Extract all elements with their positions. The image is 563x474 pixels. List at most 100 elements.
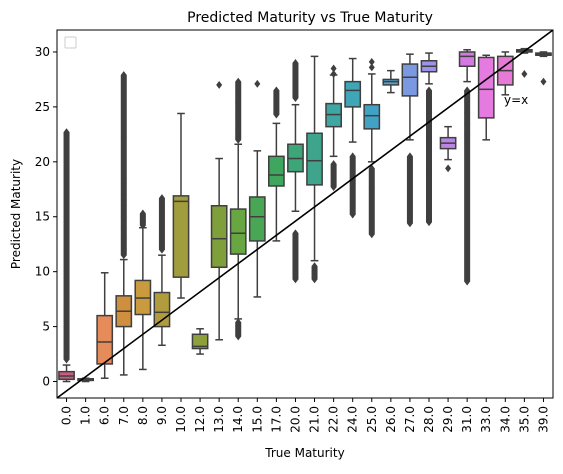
outlier-lo-28.0-1: [426, 212, 432, 221]
box-15.0: [248, 196, 266, 242]
outlier-lo-28.0-11: [426, 102, 432, 111]
outlier-hi-0.0-5: [63, 300, 70, 309]
reference-line-label: y=x: [504, 93, 528, 107]
outlier-hi-20.0-4: [292, 59, 299, 67]
outlier-lo-20.0-3: [292, 245, 299, 254]
outlier-hi-7.0-8: [120, 133, 127, 142]
outlier-lo-25.0-1: [368, 184, 375, 193]
legend-box: [64, 36, 77, 49]
outlier-hi-9.0-0: [158, 245, 165, 254]
outlier-hi-0.0-13: [63, 212, 70, 221]
x-tick-label-8.0: 8.0: [136, 406, 150, 425]
outlier-band-lo-28.0: [426, 90, 432, 223]
outlier-hi-8.0-3: [139, 209, 146, 218]
outlier-lo-21.0-2: [311, 262, 318, 271]
outlier-hi-0.0-11: [63, 234, 70, 243]
outlier-hi-14.0-4: [235, 77, 242, 86]
outlier-lo-14.0-3: [235, 318, 242, 327]
outlier-hi-25.0-0: [368, 63, 375, 72]
outlier-lo-31.0-3: [464, 108, 471, 117]
outlier-hi-17.0-2: [273, 94, 280, 103]
x-tick-label-20.0: 20.0: [288, 406, 302, 433]
x-tick-label-31.0: 31.0: [460, 406, 474, 433]
y-axis-label: Predicted Maturity: [9, 159, 23, 269]
box-25.0: [363, 103, 381, 130]
x-tick-label-10.0: 10.0: [174, 406, 188, 433]
outlier-lo-28.0-0: [426, 218, 432, 227]
outlier-lo-20.0-0: [292, 275, 299, 284]
outlier-lo-21.0-1: [311, 267, 318, 276]
box-27.0: [401, 63, 419, 97]
outlier-hi-7.0-9: [120, 71, 127, 79]
outlier-lo-21.0-0: [311, 275, 318, 284]
outlier-hi-20.0-0: [292, 94, 299, 103]
outlier-hi-8.0-0: [139, 221, 146, 230]
outlier-lo-22.0-2: [330, 166, 337, 175]
box-24.0: [344, 80, 362, 108]
x-tick-label-27.0: 27.0: [403, 406, 417, 433]
x-tick-label-15.0: 15.0: [250, 406, 264, 433]
outlier-hi-20.0-3: [292, 70, 299, 78]
outlier-hi-9.0-1: [158, 234, 165, 243]
outlier-lo-27.0-3: [406, 163, 413, 172]
outlier-band-lo-20.0: [292, 233, 299, 280]
outlier-hi-17.0-0: [273, 110, 280, 119]
y-tick-label-0: 0: [42, 375, 50, 389]
outlier-lo-25.0-0: [368, 230, 375, 239]
outlier-band-hi-14.0: [235, 81, 242, 140]
box-31.0: [458, 51, 476, 68]
y-tick-label-15: 15: [35, 210, 50, 224]
outlier-lo-20.0-4: [292, 229, 299, 238]
outlier-hi-9.0-3: [158, 212, 165, 221]
outlier-lo-28.0-3: [426, 190, 432, 199]
outlier-hi-8.0-1: [139, 217, 146, 226]
outlier-lo-27.0-4: [406, 152, 413, 161]
outlier-lo-28.0-5: [426, 168, 432, 177]
x-tick-label-28.0: 28.0: [422, 406, 436, 433]
outlier-lo-24.0-2: [349, 190, 356, 199]
outlier-hi-0.0-2: [63, 333, 70, 342]
outlier-hi-0.0-15: [63, 190, 70, 199]
outlier-hi-0.0-17: [63, 168, 70, 177]
outlier-lo-35.0-0: [521, 70, 528, 78]
x-tick-label-33.0: 33.0: [479, 406, 493, 433]
outlier-lo-29.0-0: [445, 164, 452, 173]
box-13.0: [210, 205, 228, 269]
x-tick-label-29.0: 29.0: [441, 406, 455, 433]
outlier-hi-7.0-0: [120, 251, 127, 260]
outlier-hi-14.0-1: [235, 124, 242, 133]
outlier-lo-22.0-3: [330, 160, 337, 168]
outlier-lo-24.0-5: [349, 152, 356, 161]
plot-area: [57, 30, 553, 398]
x-tick-label-39.0: 39.0: [536, 406, 550, 433]
outlier-band-hi-7.0: [120, 75, 127, 256]
box-10.0: [172, 195, 190, 278]
outlier-hi-14.0-0: [235, 135, 242, 144]
chart-title: Predicted Maturity vs True Maturity: [187, 10, 433, 26]
x-tick-label-7.0: 7.0: [117, 406, 131, 425]
outlier-hi-0.0-14: [63, 201, 70, 210]
outlier-hi-0.0-10: [63, 245, 70, 254]
outlier-lo-24.0-4: [349, 166, 356, 175]
box-33.0: [477, 56, 495, 119]
outlier-lo-28.0-4: [426, 179, 432, 188]
outlier-band-lo-31.0: [464, 90, 471, 282]
outlier-lo-31.0-0: [464, 277, 471, 286]
outlier-lo-20.0-2: [292, 256, 299, 265]
outlier-lo-31.0-1: [464, 130, 471, 139]
outlier-lo-14.0-1: [235, 328, 242, 336]
outlier-hi-0.0-3: [63, 322, 70, 331]
outlier-hi-7.0-5: [120, 201, 127, 210]
box-17.0: [268, 155, 285, 187]
outlier-hi-22.0-1: [330, 64, 337, 73]
outlier-hi-0.0-16: [63, 179, 70, 188]
outlier-hi-9.0-2: [158, 223, 165, 232]
outlier-band-lo-25.0: [368, 168, 375, 235]
outlier-lo-31.0-5: [464, 86, 471, 95]
y-tick-label-5: 5: [42, 320, 50, 334]
outlier-lo-28.0-2: [426, 201, 432, 210]
outlier-lo-28.0-9: [426, 124, 432, 133]
outlier-hi-0.0-9: [63, 256, 70, 265]
x-tick-label-13.0: 13.0: [212, 406, 226, 433]
